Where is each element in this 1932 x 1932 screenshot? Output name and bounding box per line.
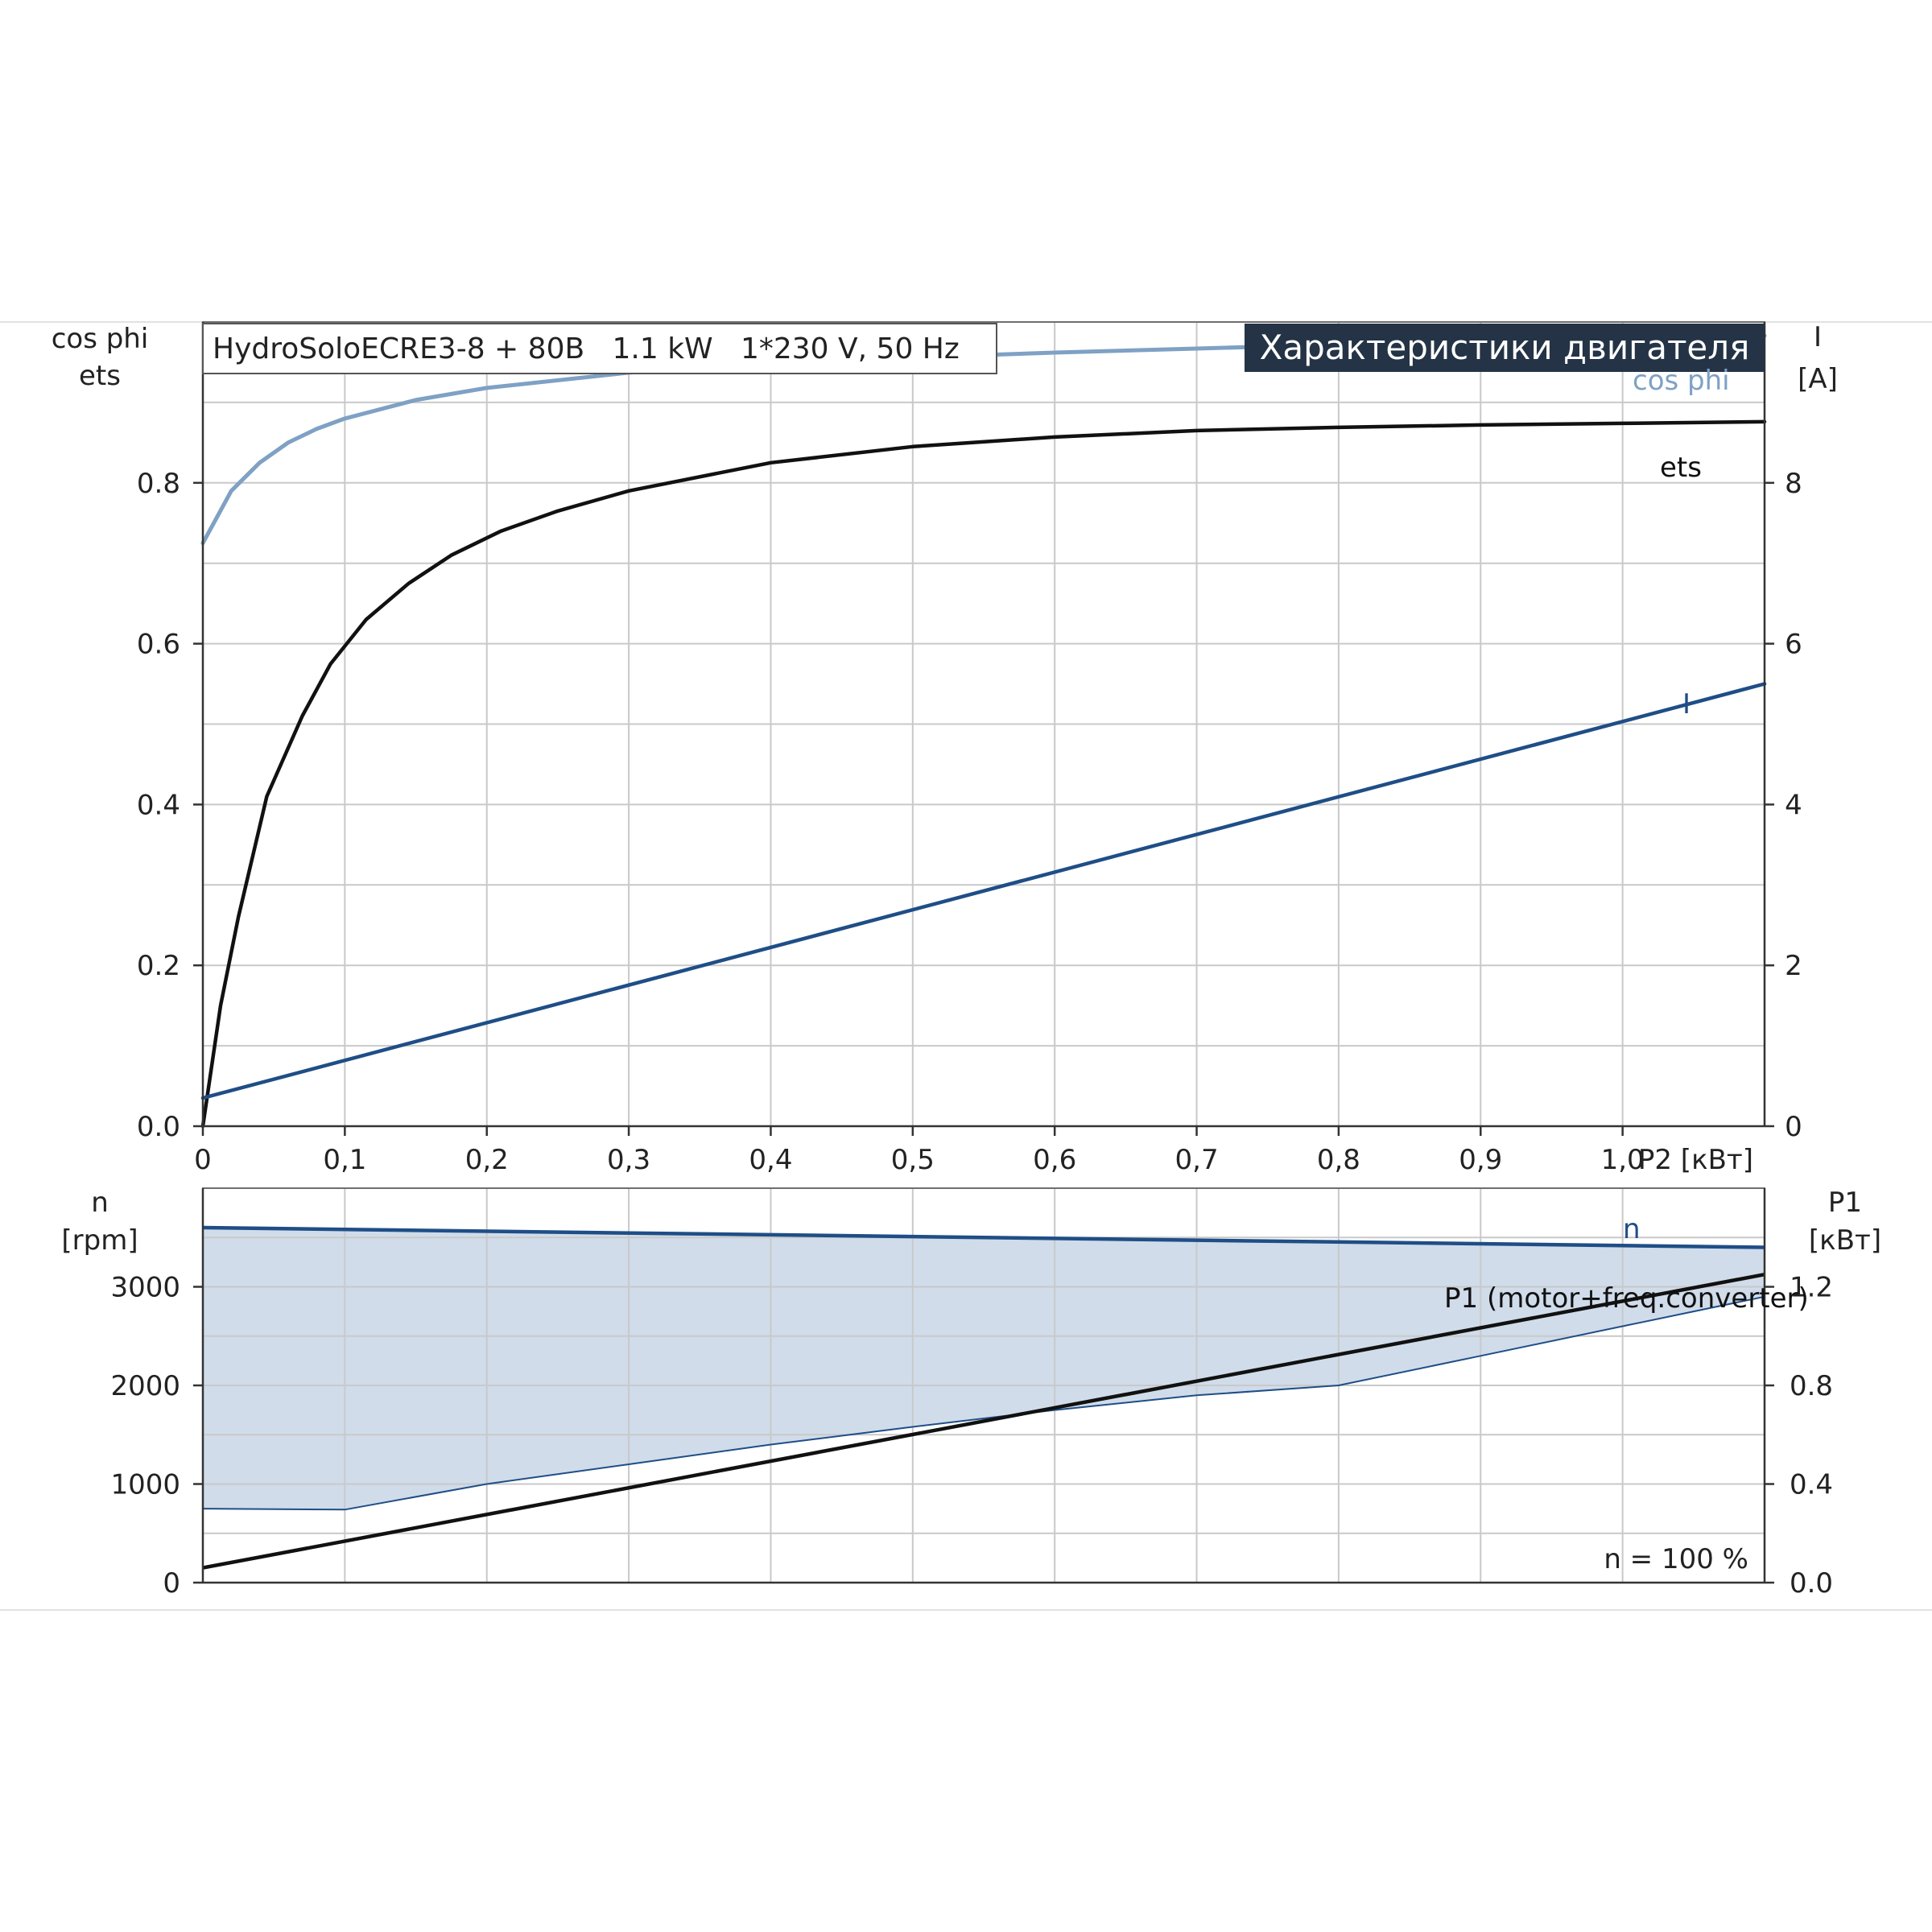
- lower-right-tick-label: 0.4: [1790, 1469, 1833, 1501]
- upper-left-axis-label-line1: cos phi: [52, 323, 149, 355]
- upper-axes: 0 0,1 0,2 0,3 0,4 0,5 0,6 0,7 0,8 0,9 1,0 0.0 0.2 0.4…: [137, 322, 1802, 1176]
- x-tick-label: 1,0: [1601, 1144, 1645, 1176]
- x-tick-label: 0: [194, 1144, 212, 1176]
- lower-left-axis-label-line1: n: [91, 1187, 109, 1219]
- upper-right-axis-label-line1: I: [1814, 321, 1822, 353]
- lower-right-tick-label: 0.8: [1790, 1370, 1833, 1402]
- series-i-line: [200, 682, 1767, 1100]
- lower-grid: [202, 1188, 1765, 1583]
- section-header-box: [1245, 324, 1765, 372]
- cos-phi-curve-label: cos phi: [1633, 365, 1730, 397]
- lower-right-axis-label-line1: P1: [1828, 1187, 1862, 1219]
- lower-panel: 0 1000 2000 3000 0.0 0.4 0.8 1.2: [110, 1187, 1833, 1600]
- speed-percent-annotation: n = 100 %: [1604, 1543, 1748, 1575]
- x-tick-label: 0,1: [323, 1144, 366, 1176]
- lower-left-tick-label: 1000: [110, 1469, 180, 1501]
- operating-range-lower-line: [202, 1295, 1765, 1511]
- lower-left-axis-label-line2: [rpm]: [61, 1224, 138, 1257]
- lower-left-tick-label: 2000: [110, 1370, 180, 1402]
- section-header-label: Характеристики двигателя: [1260, 328, 1750, 367]
- upper-right-axis-label-line2: [A]: [1798, 363, 1838, 395]
- x-tick-label: 0,6: [1033, 1144, 1076, 1176]
- upper-curves: [200, 333, 1767, 1129]
- upper-left-tick-label: 0.4: [137, 789, 180, 821]
- current-curve-label: I: [1682, 688, 1690, 720]
- x-tick-label: 0,3: [607, 1144, 650, 1176]
- lower-axes: 0 1000 2000 3000 0.0 0.4 0.8 1.2: [110, 1188, 1833, 1600]
- upper-left-tick-label: 0.2: [137, 950, 180, 982]
- upper-left-tick-label: 0.0: [137, 1111, 180, 1143]
- series-ets-line: [200, 419, 1767, 1129]
- lower-right-axis-label-line2: [кВт]: [1809, 1224, 1881, 1257]
- speed-curve-label: n: [1623, 1213, 1641, 1245]
- upper-left-axis-label-line2: ets: [79, 360, 121, 392]
- upper-right-tick-label: 2: [1785, 950, 1802, 982]
- series-p1-line: [202, 1272, 1765, 1570]
- lower-left-tick-label: 3000: [110, 1272, 180, 1304]
- ets-curve-label: ets: [1660, 452, 1702, 484]
- upper-left-tick-label: 0.8: [137, 468, 180, 500]
- x-tick-label: 0,7: [1175, 1144, 1219, 1176]
- lower-right-tick-label: 0.0: [1790, 1567, 1833, 1600]
- upper-left-tick-label: 0.6: [137, 629, 180, 661]
- operating-range-area: [203, 1228, 1765, 1510]
- x-tick-label: 0,2: [465, 1144, 509, 1176]
- upper-right-tick-label: 8: [1785, 468, 1802, 500]
- x-tick-label: 0,5: [891, 1144, 935, 1176]
- lower-left-tick-label: 0: [163, 1567, 180, 1600]
- lower-area: [203, 1228, 1765, 1510]
- model-title: HydroSoloECRE3-8 + 80B 1.1 kW 1*230 V, 5…: [213, 332, 960, 365]
- upper-panel: 0 0,1 0,2 0,3 0,4 0,5 0,6 0,7 0,8 0,9 1,0 0.0 0.2 0.4…: [137, 321, 1802, 1176]
- x-axis-label: P2 [кВт]: [1638, 1144, 1753, 1176]
- x-tick-label: 0,4: [749, 1144, 792, 1176]
- lower-curves: [202, 1225, 1765, 1570]
- lower-right-tick-label: 1.2: [1790, 1272, 1833, 1304]
- upper-right-tick-label: 6: [1785, 629, 1802, 661]
- series-n-line: [202, 1225, 1765, 1249]
- upper-right-tick-label: 0: [1785, 1111, 1802, 1143]
- x-tick-label: 0,9: [1459, 1144, 1502, 1176]
- upper-right-tick-label: 4: [1785, 789, 1802, 821]
- x-tick-label: 0,8: [1317, 1144, 1360, 1176]
- p1-curve-label: P1 (motor+freq.converter): [1444, 1282, 1809, 1315]
- model-title-box: [202, 323, 997, 374]
